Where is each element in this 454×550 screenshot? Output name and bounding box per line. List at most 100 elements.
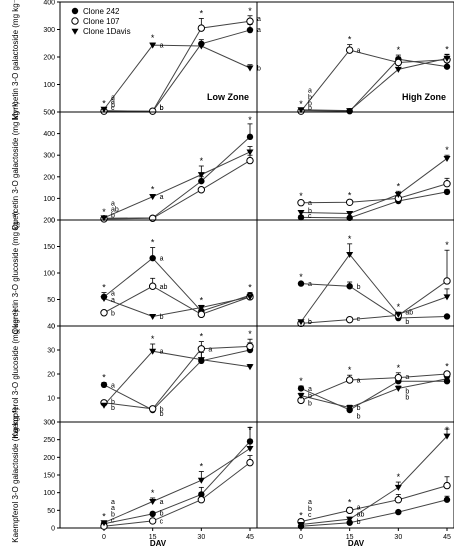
significance-letter: a [357,504,361,511]
panel-frame [59,421,258,529]
point-clone-1davis [443,376,451,383]
significance-star: * [102,98,106,108]
x-tick-label: 15 [149,534,157,541]
significance-letter: a [308,386,312,393]
significance-star: * [299,272,303,282]
point-clone-107 [197,24,206,32]
significance-star: * [445,240,449,250]
y-axis-title: Quercetin 3-O glucoside (mg kg⁻¹) [11,211,20,334]
significance-letter: a [357,378,361,385]
y-tick-label: 50 [47,508,55,515]
significance-letter: c [308,213,312,220]
y-tick-label: 500 [43,110,55,117]
series-line-clone-1davis [300,253,448,323]
y-tick-label: 200 [43,218,55,225]
y-tick-label: 300 [43,420,55,427]
significance-letter: b [111,511,115,518]
significance-star: * [200,295,204,305]
point-clone-107 [394,58,403,67]
y-tick-label: 200 [43,174,55,181]
legend-item-clone-242: Clone 242 [71,7,120,16]
series-line-clone-242 [103,257,251,312]
x-tick-label: 0 [102,534,106,541]
point-clone-1davis [346,516,354,523]
legend: Clone 242 Clone 107 Clone 1Davis [71,7,131,36]
significance-star: * [102,207,106,217]
legend-label-clone-107: Clone 107 [83,17,120,26]
significance-letter: a [308,281,312,288]
legend-marker-clone-242 [71,7,79,15]
point-clone-1davis [100,215,108,222]
significance-letter: b [160,314,164,321]
significance-star: * [151,33,155,43]
point-clone-107 [100,309,108,317]
series-line-clone-242 [103,441,251,525]
significance-letter: b [160,105,164,112]
significance-star: * [397,45,401,55]
significance-letter: a [111,297,115,304]
significance-letter: b [308,208,312,215]
point-clone-1davis [197,172,205,179]
point-clone-1davis [394,66,402,73]
significance-letter: b [308,400,312,407]
significance-letter: ab [357,511,365,518]
significance-letter: b [257,66,261,73]
point-clone-107 [246,342,254,351]
point-clone-107 [197,345,206,353]
significance-star: * [445,44,449,54]
panel-3-low: 0 50 100 150 200 Quercetin 3-O glucoside (mg … [11,211,258,334]
significance-star: * [102,512,106,522]
point-clone-107 [148,282,157,290]
x-tick-label: 15 [346,534,354,541]
significance-letter: b [357,414,361,421]
point-clone-1davis [197,357,205,364]
significance-star: * [151,185,155,195]
y-tick-label: 0 [51,420,55,427]
point-clone-107 [394,496,403,504]
point-clone-242 [246,26,254,34]
point-clone-107 [345,506,354,515]
zone-label-low: Low Zone [207,92,249,102]
significance-star: * [445,425,449,435]
significance-letter: c [111,518,115,525]
point-clone-1davis [197,43,205,50]
y-tick-label: 0 [51,218,55,225]
significance-letter: b [308,101,312,108]
y-tick-label: 50 [47,297,55,304]
y-axis-title: Kaempferol 3-O glucoside (mg kg⁻¹) [11,309,20,438]
series-line-clone-107 [300,49,448,112]
panel-frame [256,325,454,423]
significance-star: * [299,99,303,109]
panel-frame [256,421,454,529]
significance-star: * [248,329,252,339]
series-line-clone-107 [300,183,448,204]
point-clone-1davis [246,149,254,156]
significance-star: * [299,191,303,201]
significance-letter: b [308,94,312,101]
significance-star: * [151,488,155,498]
y-tick-label: 10 [47,396,55,403]
panel-1-low: 0 100 200 300 400 Myricetin 3-O galactoside (… [11,0,261,120]
significance-letter: a [308,499,312,506]
significance-letter: a [257,27,261,34]
point-clone-1davis [394,311,402,318]
significance-letter: ab [111,207,119,214]
y-axis-title: Myricetin 3-O galactoside (mg kg⁻¹) [11,0,20,120]
significance-star: * [348,234,352,244]
y-tick-label: 30 [47,348,55,355]
zone-label-high: High Zone [402,92,446,102]
x-tick-label: 45 [246,534,254,541]
point-clone-1davis [100,295,108,302]
significance-letter: b [160,511,164,518]
series-line-clone-242 [300,380,447,411]
series-line-clone-107 [103,285,251,315]
point-clone-1davis [297,107,305,114]
point-clone-242 [443,63,451,70]
y-tick-label: 400 [43,0,55,7]
point-clone-1davis [297,209,305,216]
